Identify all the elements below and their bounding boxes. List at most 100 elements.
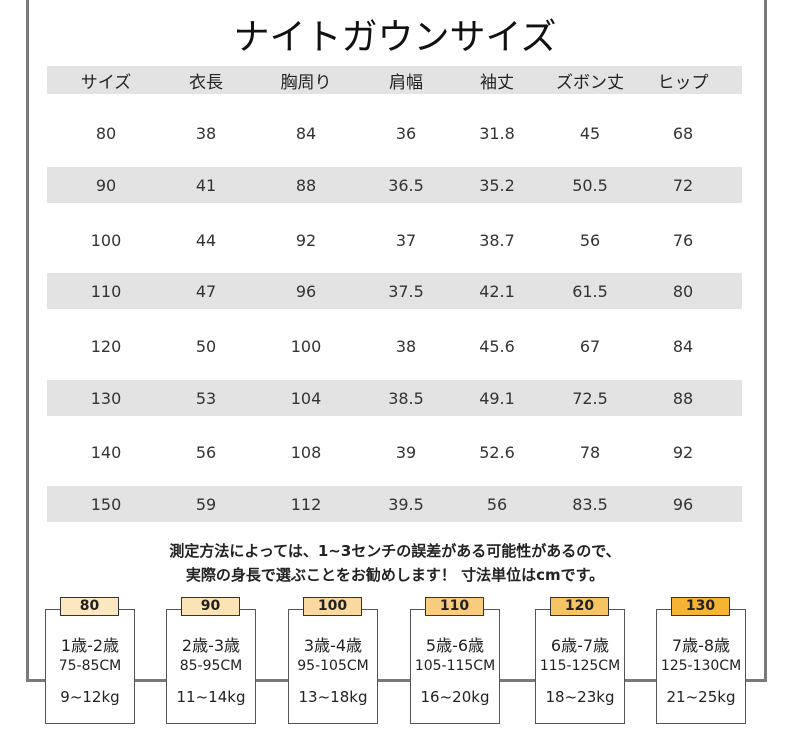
size-tab: 80 [60, 597, 119, 616]
size-tab: 120 [550, 597, 609, 616]
table-cell: 47 [195, 281, 217, 301]
column-header: ズボン丈 [556, 72, 624, 93]
size-card: 120 6歳-7歳 115-125CM 18~23kg [535, 597, 625, 724]
table-cell: 67 [579, 336, 601, 356]
table-cell: 45.6 [479, 336, 515, 356]
table-cell: 31.8 [479, 123, 515, 143]
table-cell: 49.1 [479, 388, 515, 408]
table-cell: 96 [295, 281, 317, 301]
table-cell: 92 [672, 442, 694, 462]
table-header: サイズ 衣長 胸周り 肩幅 袖丈 ズボン丈 ヒップ [47, 66, 742, 94]
table-cell: 36 [395, 123, 417, 143]
age-range: 6歳-7歳 [550, 636, 610, 655]
height-range: 105-115CM [414, 658, 496, 674]
size-tab: 130 [671, 597, 730, 616]
weight-range: 21~25kg [666, 688, 736, 706]
table-cell: 72 [672, 175, 694, 195]
table-cell: 38.7 [479, 230, 515, 250]
table-cell: 96 [672, 494, 694, 514]
size-tab: 90 [181, 597, 240, 616]
height-range: 85-95CM [179, 658, 243, 674]
table-cell: 39.5 [388, 494, 424, 514]
column-header: 衣長 [189, 72, 223, 93]
table-cell: 53 [195, 388, 217, 408]
column-header: 肩幅 [389, 72, 423, 93]
table-row: 120 50 100 38 45.6 67 84 [47, 328, 742, 364]
table-row: 140 56 108 39 52.6 78 92 [47, 434, 742, 470]
column-header: 胸周り [280, 72, 332, 93]
size-card: 80 1歳-2歳 75-85CM 9~12kg [45, 597, 135, 724]
height-range: 75-85CM [58, 658, 122, 674]
table-row: 90 41 88 36.5 35.2 50.5 72 [47, 167, 742, 203]
frame-line [26, 0, 29, 682]
table-cell: 140 [90, 442, 122, 462]
frame-line [764, 0, 767, 682]
table-cell: 92 [295, 230, 317, 250]
note-line: 測定方法によっては、1~3センチの誤差がある可能性があるので、 [169, 542, 621, 560]
size-tab: 100 [303, 597, 362, 616]
table-cell: 56 [486, 494, 508, 514]
table-cell: 56 [195, 442, 217, 462]
table-cell: 52.6 [479, 442, 515, 462]
table-cell: 68 [672, 123, 694, 143]
weight-range: 9~12kg [60, 688, 120, 706]
weight-range: 13~18kg [298, 688, 368, 706]
table-cell: 80 [672, 281, 694, 301]
table-cell: 59 [195, 494, 217, 514]
table-cell: 76 [672, 230, 694, 250]
height-range: 115-125CM [539, 658, 621, 674]
table-cell: 88 [295, 175, 317, 195]
weight-range: 18~23kg [545, 688, 615, 706]
table-row: 110 47 96 37.5 42.1 61.5 80 [47, 273, 742, 309]
height-range: 125-130CM [660, 658, 742, 674]
table-cell: 130 [90, 388, 122, 408]
table-cell: 90 [95, 175, 117, 195]
age-range: 1歳-2歳 [60, 636, 120, 655]
table-cell: 56 [579, 230, 601, 250]
table-cell: 37 [395, 230, 417, 250]
frame-line [26, 679, 767, 682]
table-cell: 100 [90, 230, 122, 250]
table-row: 130 53 104 38.5 49.1 72.5 88 [47, 380, 742, 416]
height-range: 95-105CM [297, 658, 369, 674]
table-cell: 88 [672, 388, 694, 408]
table-cell: 50 [195, 336, 217, 356]
table-cell: 110 [90, 281, 122, 301]
column-header: 袖丈 [480, 72, 514, 93]
table-cell: 36.5 [388, 175, 424, 195]
table-cell: 78 [579, 442, 601, 462]
size-card: 110 5歳-6歳 105-115CM 16~20kg [410, 597, 500, 724]
table-cell: 104 [290, 388, 322, 408]
table-cell: 45 [579, 123, 601, 143]
table-cell: 37.5 [388, 281, 424, 301]
table-cell: 38 [195, 123, 217, 143]
weight-range: 16~20kg [420, 688, 490, 706]
table-cell: 84 [295, 123, 317, 143]
note-line: 実際の身長で選ぶことをお勧めします！ 寸法単位はcmです。 [185, 566, 605, 584]
table-row: 150 59 112 39.5 56 83.5 96 [47, 486, 742, 522]
table-cell: 42.1 [479, 281, 515, 301]
table-cell: 100 [290, 336, 322, 356]
table-row: 80 38 84 36 31.8 45 68 [47, 115, 742, 151]
age-range: 5歳-6歳 [425, 636, 485, 655]
size-card: 130 7歳-8歳 125-130CM 21~25kg [656, 597, 746, 724]
table-cell: 61.5 [572, 281, 608, 301]
size-card: 100 3歳-4歳 95-105CM 13~18kg [288, 597, 378, 724]
age-range: 3歳-4歳 [303, 636, 363, 655]
table-cell: 39 [395, 442, 417, 462]
table-cell: 83.5 [572, 494, 608, 514]
weight-range: 11~14kg [176, 688, 246, 706]
table-row: 100 44 92 37 38.7 56 76 [47, 222, 742, 258]
table-cell: 44 [195, 230, 217, 250]
table-cell: 50.5 [572, 175, 608, 195]
table-cell: 80 [95, 123, 117, 143]
table-cell: 41 [195, 175, 217, 195]
table-cell: 35.2 [479, 175, 515, 195]
table-cell: 84 [672, 336, 694, 356]
table-cell: 108 [290, 442, 322, 462]
table-cell: 150 [90, 494, 122, 514]
table-cell: 38.5 [388, 388, 424, 408]
size-tab: 110 [425, 597, 484, 616]
page-title: ナイトガウンサイズ [233, 17, 557, 58]
